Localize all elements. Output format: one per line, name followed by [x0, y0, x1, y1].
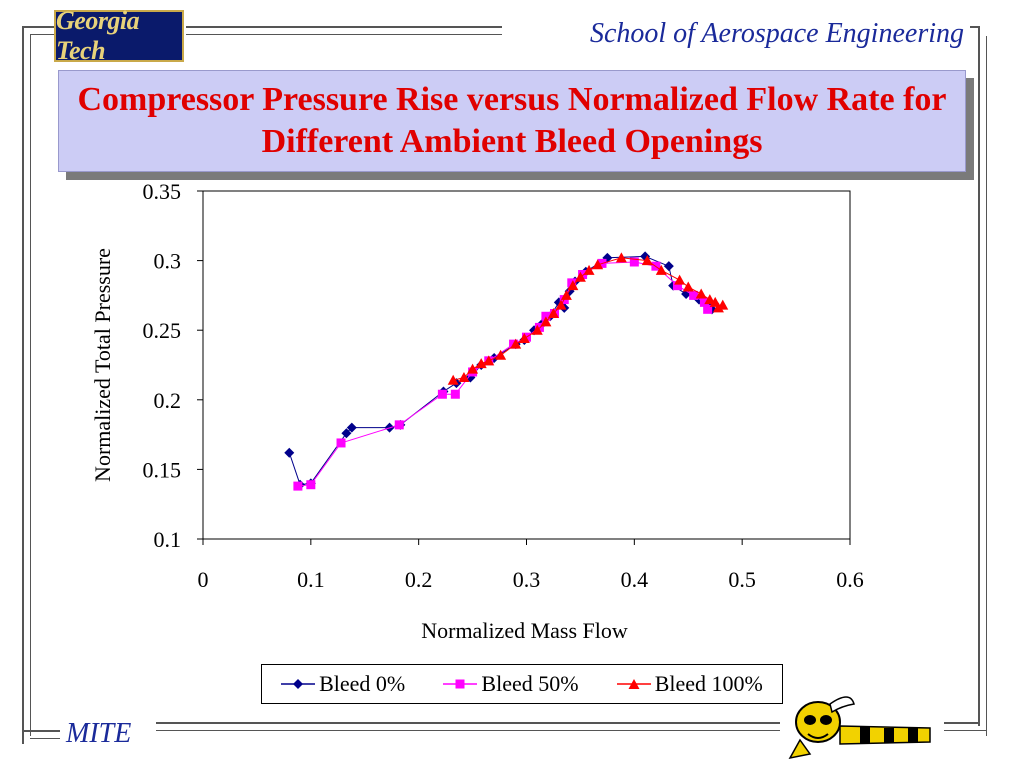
data-point — [346, 422, 357, 433]
diamond-marker-icon — [281, 679, 316, 689]
data-point — [703, 304, 713, 314]
data-point — [592, 259, 604, 270]
data-point — [483, 355, 495, 366]
data-point — [655, 264, 667, 275]
data-point — [689, 290, 699, 300]
data-point — [672, 281, 682, 291]
title-box: Compressor Pressure Rise versus Normaliz… — [58, 70, 966, 172]
legend-label: Bleed 100% — [654, 671, 763, 696]
data-point — [555, 299, 567, 310]
data-point — [437, 389, 447, 399]
frame-left — [22, 26, 24, 744]
yellow-jacket-mascot-icon — [788, 696, 931, 760]
data-point — [306, 480, 316, 490]
frame-left-2 — [30, 34, 31, 736]
data-point — [510, 338, 522, 349]
data-point — [717, 299, 729, 310]
data-point — [663, 261, 674, 272]
x-tick-label: 0.2 — [405, 567, 433, 592]
data-point — [674, 274, 686, 285]
data-point — [629, 257, 639, 267]
y-tick-label: 0.3 — [154, 249, 182, 274]
data-point — [578, 270, 588, 280]
frame-bottom-left-2 — [30, 738, 62, 739]
x-tick-label: 0.3 — [513, 567, 541, 592]
x-tick-label: 0.4 — [621, 567, 649, 592]
y-tick-label: 0.25 — [143, 318, 182, 343]
square-marker-icon — [443, 679, 478, 689]
data-point — [699, 297, 709, 307]
legend-label: Bleed 0% — [319, 671, 406, 696]
data-point — [518, 333, 530, 344]
y-tick-label: 0.15 — [143, 457, 182, 482]
data-point — [450, 389, 460, 399]
chart-legend: Bleed 0% Bleed 50% Bleed 100% — [261, 664, 783, 704]
data-point — [495, 349, 507, 360]
data-point — [547, 307, 559, 318]
frame-right-2 — [986, 36, 987, 736]
frame-right — [978, 26, 980, 726]
school-name: School of Aerospace Engineering — [585, 18, 968, 50]
footer-label: MITE — [60, 718, 138, 750]
x-tick-label: 0 — [198, 567, 209, 592]
frame-bottom-right — [944, 722, 980, 724]
data-point — [560, 289, 572, 300]
data-point — [336, 438, 346, 448]
y-tick-label: 0.35 — [143, 179, 182, 204]
x-tick-label: 0.6 — [836, 567, 864, 592]
legend-entry-bleed-100: Bleed 100% — [616, 671, 763, 697]
data-point — [712, 302, 724, 313]
data-point — [341, 428, 352, 439]
data-point — [704, 294, 716, 305]
y-tick-label: 0.2 — [154, 388, 182, 413]
data-point — [447, 374, 459, 385]
legend-entry-bleed-50: Bleed 50% — [443, 671, 579, 697]
data-point — [583, 264, 595, 275]
frame-bottom-right-2 — [944, 730, 986, 731]
data-point — [574, 271, 586, 282]
frame-top-right — [970, 26, 980, 28]
frame-top-left — [22, 26, 56, 28]
y-axis-label: Normalized Total Pressure — [90, 248, 115, 482]
data-point — [615, 252, 627, 263]
x-tick-label: 0.5 — [728, 567, 756, 592]
georgia-tech-logo: Georgia Tech — [54, 6, 184, 65]
data-point — [682, 281, 694, 292]
data-point — [641, 255, 653, 266]
data-point — [541, 311, 551, 321]
legend-entry-bleed-0: Bleed 0% — [281, 671, 405, 697]
frame-top-mid-2 — [186, 34, 502, 35]
triangle-marker-icon — [616, 679, 651, 689]
data-point — [475, 358, 487, 369]
y-tick-label: 0.1 — [154, 527, 182, 552]
data-point — [458, 372, 470, 383]
frame-bottom-mid — [156, 722, 780, 724]
data-point — [531, 324, 543, 335]
data-point — [567, 280, 579, 291]
legend-label: Bleed 50% — [481, 671, 579, 696]
series-line — [288, 255, 713, 486]
data-point — [293, 481, 303, 491]
data-point — [695, 288, 707, 299]
x-axis-label: Normalized Mass Flow — [421, 618, 628, 643]
frame-bottom-left — [22, 730, 62, 732]
frame-top-mid — [186, 26, 502, 28]
data-point — [394, 420, 404, 430]
slide-title: Compressor Pressure Rise versus Normaliz… — [77, 81, 947, 160]
frame-bottom-mid-2 — [156, 730, 780, 731]
data-point — [284, 447, 295, 458]
data-point — [467, 363, 479, 374]
frame-top-left-2 — [30, 34, 56, 35]
data-point — [540, 316, 552, 327]
x-tick-label: 0.1 — [297, 567, 325, 592]
series-line — [297, 261, 709, 487]
